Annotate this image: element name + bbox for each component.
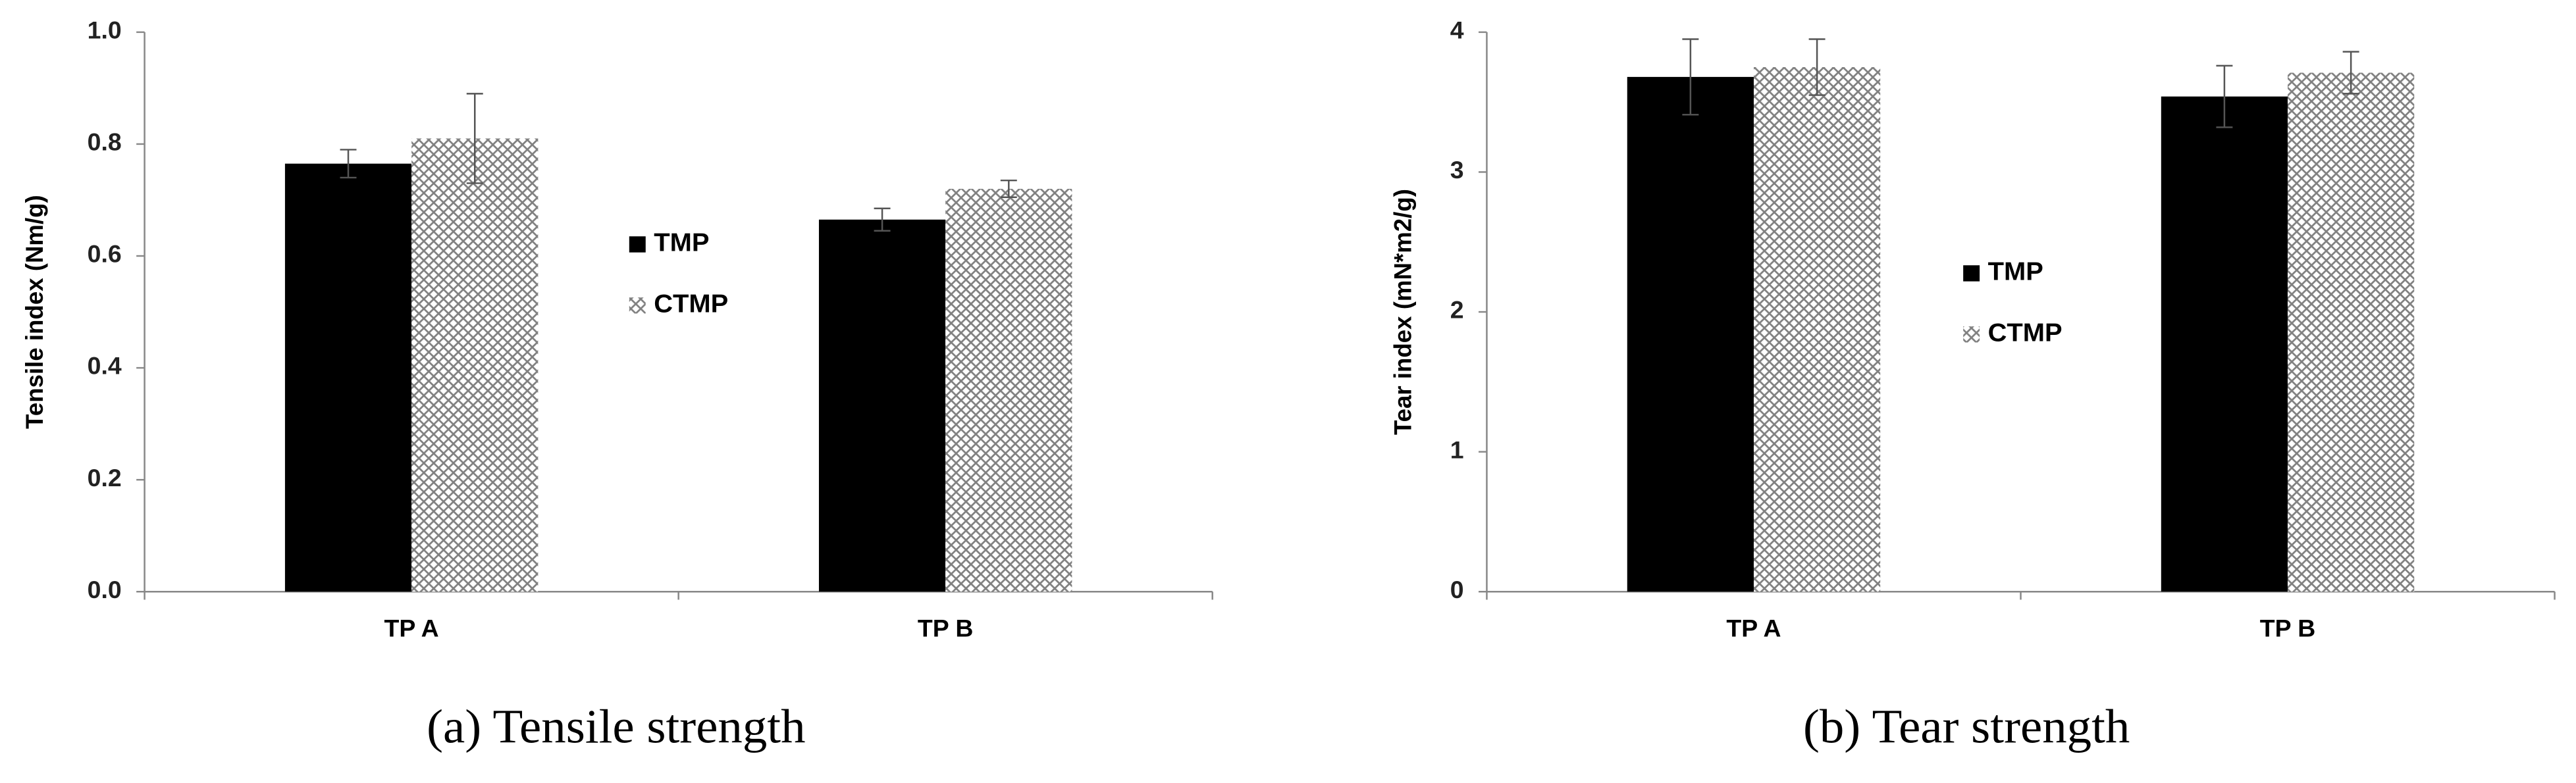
x-tick-label: TP A [384, 615, 439, 642]
y-tick-label: 0.8 [88, 128, 122, 156]
bar [284, 163, 412, 592]
legend-label: CTMP [654, 290, 728, 318]
caption: (b) Tear strength [1803, 700, 2130, 753]
bar [1753, 67, 1881, 592]
error-bar [340, 149, 357, 179]
x-tick-label: TP A [1726, 615, 1781, 642]
y-axis-title: Tear index (mN*m2/g) [1388, 189, 1416, 435]
legend-swatch [629, 236, 646, 253]
y-tick-label: 4 [1450, 16, 1464, 44]
y-tick-label: 0 [1450, 576, 1464, 603]
legend-swatch [629, 297, 646, 314]
y-tick-label: 0.2 [88, 464, 122, 492]
y-tick-label: 1 [1450, 436, 1464, 464]
y-axis-title: Tensile index (Nm/g) [20, 195, 47, 429]
error-bar [874, 207, 891, 232]
error-bar [1682, 38, 1699, 116]
caption: (a) Tensile strength [427, 700, 805, 753]
legend-swatch [1963, 265, 1980, 282]
legend-label: TMP [654, 228, 709, 257]
y-tick-label: 1.0 [88, 16, 122, 44]
legend-swatch [1963, 326, 1980, 343]
bar [945, 188, 1072, 592]
legend-label: TMP [1988, 257, 2043, 286]
bar [818, 219, 946, 592]
error-bar [2342, 51, 2359, 95]
x-tick-label: TP B [2260, 615, 2316, 642]
error-bar [1000, 179, 1017, 198]
legend-label: CTMP [1988, 318, 2063, 347]
error-bar [466, 93, 483, 184]
y-tick-label: 0.0 [88, 576, 122, 603]
bar [1627, 76, 1754, 592]
y-tick-label: 3 [1450, 156, 1464, 184]
bar [411, 138, 539, 592]
x-tick-label: TP B [918, 615, 974, 642]
y-tick-label: 0.6 [88, 240, 122, 268]
error-bar [2216, 64, 2233, 128]
bar [2288, 72, 2415, 592]
y-tick-label: 0.4 [88, 352, 122, 380]
y-tick-label: 2 [1450, 296, 1464, 324]
error-bar [1808, 38, 1826, 96]
bar [2161, 96, 2288, 592]
